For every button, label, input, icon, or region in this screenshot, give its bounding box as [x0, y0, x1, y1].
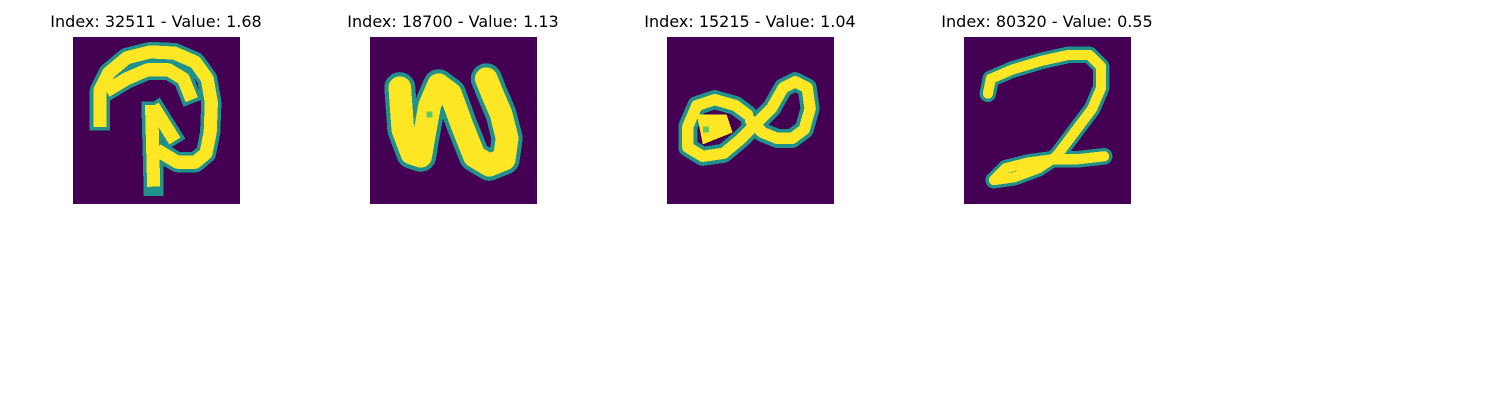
- panel-title: Index: 32511 - Value: 1.68: [50, 12, 262, 31]
- panel-title: Index: 18700 - Value: 1.13: [347, 12, 559, 31]
- digit-image-3: [667, 37, 834, 204]
- panel-title: Index: 80320 - Value: 0.55: [941, 12, 1153, 31]
- panel-title: Index: 15215 - Value: 1.04: [644, 12, 856, 31]
- image-panel-4: Index: 80320 - Value: 0.55: [917, 0, 1177, 210]
- digit-image-2: [370, 37, 537, 204]
- digit-image-4: [964, 37, 1131, 204]
- image-panel-1: Index: 32511 - Value: 1.68: [26, 0, 286, 210]
- image-panel-2: Index: 18700 - Value: 1.13: [323, 0, 583, 210]
- digit-image-1: [73, 37, 240, 204]
- image-panel-3: Index: 15215 - Value: 1.04: [620, 0, 880, 210]
